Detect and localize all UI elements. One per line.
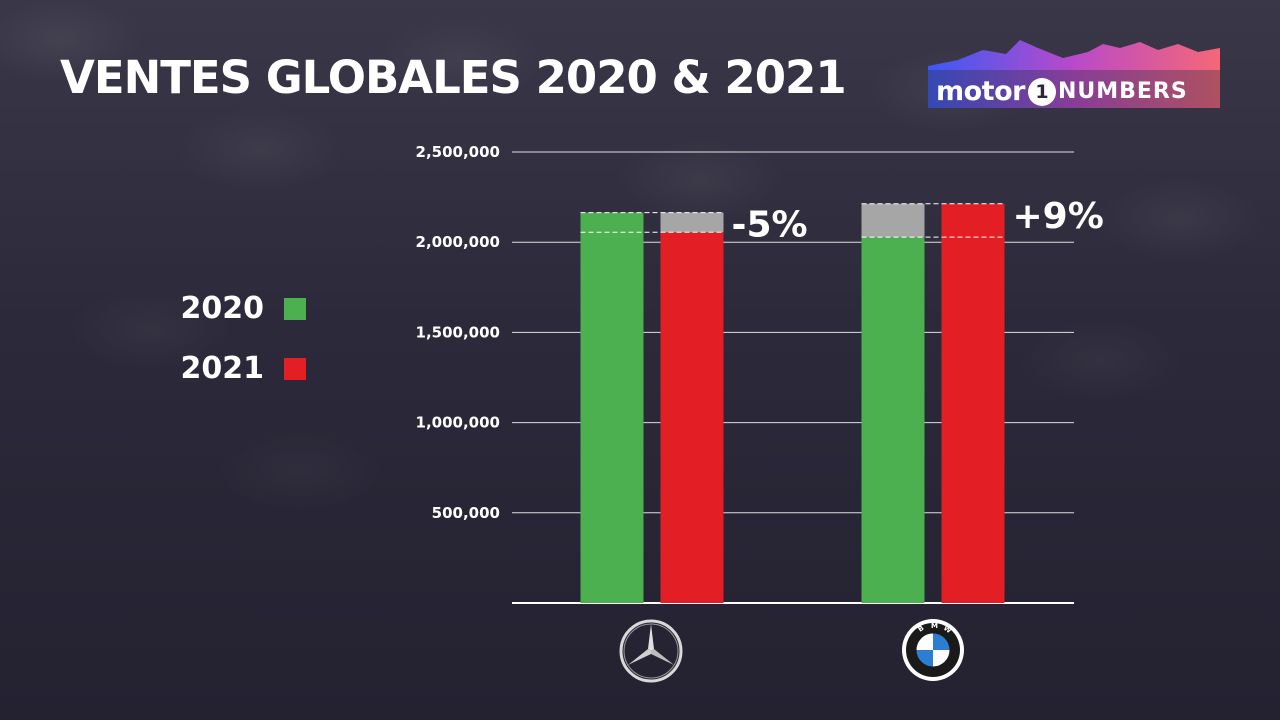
svg-text:W: W (942, 624, 953, 635)
logo-numbers-text: NUMBERS (1057, 79, 1188, 104)
legend-item-2021: 2021 (172, 351, 306, 386)
mountain-graphic-icon (928, 40, 1220, 108)
difference-bar-1 (861, 203, 925, 238)
legend-label-2021: 2021 (180, 351, 265, 386)
logo-motor-text: motor (936, 76, 1025, 107)
mercedes-logo-icon (619, 619, 683, 683)
bar-2020-0 (580, 212, 644, 604)
legend-item-2020: 2020 (172, 291, 306, 326)
legend-label-2020: 2020 (180, 291, 265, 326)
y-tick-label: 1,000,000 (416, 414, 500, 432)
logo-one-badge: 1 (1027, 77, 1056, 106)
bar-2020-1 (861, 237, 925, 603)
y-tick-label: 2,000,000 (416, 233, 500, 251)
svg-text:M: M (931, 622, 938, 630)
y-tick-label: 500,000 (432, 504, 500, 522)
difference-bar-0 (660, 212, 724, 233)
bmw-logo-icon: B M W (902, 619, 964, 681)
change-label-1: +9% (1013, 196, 1104, 237)
motor1-numbers-logo: motor 1 NUMBERS (928, 36, 1220, 108)
y-tick-label: 2,500,000 (416, 143, 500, 161)
svg-text:B: B (917, 624, 926, 634)
legend-swatch-2020 (284, 297, 306, 320)
chart-title: VENTES GLOBALES 2020 & 2021 (60, 51, 847, 104)
bar-2021-0 (660, 232, 724, 603)
change-label-0: -5% (732, 205, 808, 246)
bar-2021-1 (941, 203, 1005, 604)
y-tick-label: 1,500,000 (416, 323, 500, 341)
legend-swatch-2021 (284, 357, 306, 380)
